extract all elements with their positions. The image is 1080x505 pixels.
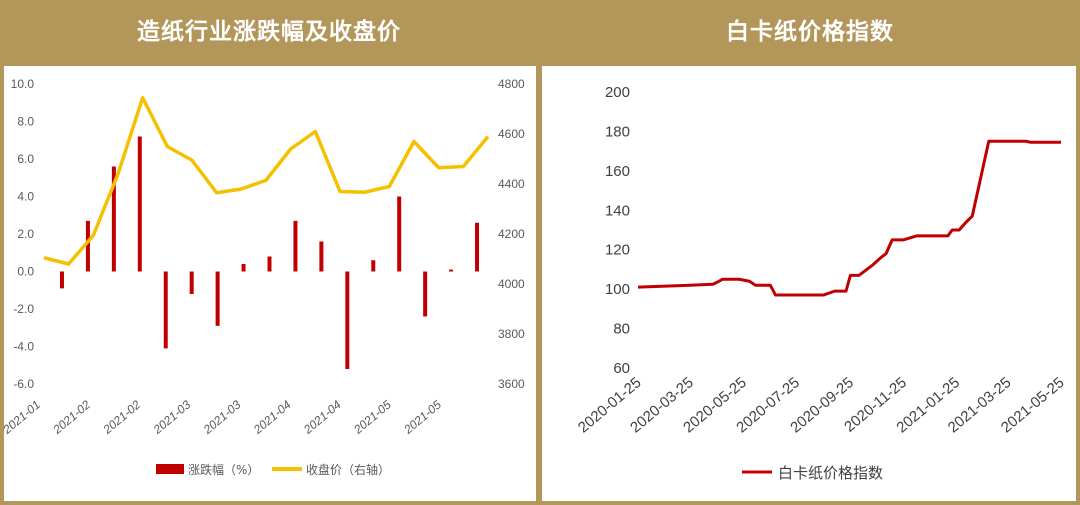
bar-change-pct (137, 136, 142, 272)
left-y-tick-label: -6.0 (13, 377, 34, 391)
y-tick-label: 120 (605, 242, 630, 259)
x-tick-label: 2021-02 (100, 397, 144, 437)
y-tick-label: 180 (605, 123, 630, 140)
bar-change-pct (59, 271, 64, 289)
left-y-tick-label: 4.0 (17, 190, 34, 204)
bar-change-pct (267, 256, 272, 272)
legend-label-bar: 涨跌幅（%） (188, 462, 259, 477)
x-tick-label: 2021-05 (400, 397, 444, 437)
left-y-tick-label: 2.0 (17, 227, 34, 241)
bar-change-pct (397, 196, 402, 272)
right-y-tick-label: 4000 (498, 277, 525, 291)
bar-change-pct (293, 220, 298, 272)
legend-label-line: 收盘价（右轴） (306, 462, 390, 477)
y-tick-label: 60 (613, 360, 630, 377)
left-y-tick-label: 0.0 (17, 265, 34, 279)
legend-label: 白卡纸价格指数 (778, 464, 883, 482)
bar-change-pct (475, 222, 480, 272)
x-tick-label: 2021-04 (300, 397, 344, 437)
bar-change-pct (371, 260, 376, 272)
bar-change-pct (319, 241, 324, 272)
right-y-tick-label: 4200 (498, 227, 525, 241)
x-tick-label: 2021-04 (250, 397, 294, 437)
left-y-tick-label: 10.0 (11, 77, 35, 91)
x-tick-label: 2021-05 (350, 397, 394, 437)
bar-change-pct (111, 166, 116, 272)
right-y-tick-label: 4400 (498, 177, 525, 191)
bar-change-pct (241, 264, 246, 272)
bar-change-pct (85, 220, 90, 272)
line-close-price (43, 96, 490, 266)
bar-change-pct (163, 271, 168, 349)
y-tick-label: 140 (605, 202, 630, 219)
left-y-tick-label: 6.0 (17, 152, 34, 166)
left-y-tick-label: -2.0 (13, 302, 34, 316)
right-chart-svg: 20018016014012010080602020-01-252020-03-… (575, 84, 1068, 482)
line-whiteboard-price-index (637, 139, 1061, 297)
x-tick-label: 2021-03 (200, 397, 244, 437)
x-tick-label: 2021-01 (4, 398, 43, 438)
x-tick-label: 2021-02 (50, 397, 94, 437)
right-chart-title: 白卡纸价格指数 (726, 19, 894, 45)
legend-swatch-bar (156, 464, 184, 474)
bar-change-pct (423, 271, 428, 317)
y-tick-label: 200 (605, 84, 630, 101)
y-tick-label: 100 (605, 281, 630, 298)
left-chart-svg: 10.0 8.0 6.0 4.0 2.0 0.0 -2.0 -4.0 -6.0 4800 4600 4… (4, 77, 525, 477)
bar-change-pct (189, 271, 194, 294)
x-tick-label: 2021-03 (150, 397, 194, 437)
left-chart-title: 造纸行业涨跌幅及收盘价 (137, 19, 401, 45)
y-tick-label: 80 (613, 321, 630, 338)
right-y-tick-label: 4600 (498, 127, 525, 141)
left-plot-area: 10.0 8.0 6.0 4.0 2.0 0.0 -2.0 -4.0 -6.0 4800 4600 4… (4, 66, 536, 501)
left-y-tick-label: 8.0 (17, 115, 34, 129)
right-y-tick-label: 3800 (498, 327, 525, 341)
bar-change-pct (215, 271, 220, 326)
right-y-tick-label: 4800 (498, 77, 525, 91)
right-chart-panel: 白卡纸价格指数 200 180 160 140 120 100 80 60 2020-01-25… (540, 0, 1080, 505)
bar-change-pct (345, 271, 350, 369)
left-chart-panel: 造纸行业涨跌幅及收盘价 10.0 8.0 6.0 4.0 2.0 0.0 -2.0 -4.0 -… (0, 0, 538, 505)
left-y-tick-label: -4.0 (13, 340, 34, 354)
bar-change-pct (449, 269, 454, 272)
y-tick-label: 160 (605, 163, 630, 180)
right-plot-area: 200 180 160 140 120 100 80 60 2020-01-25 2020-03-… (542, 66, 1076, 501)
right-y-tick-label: 3600 (498, 377, 525, 391)
